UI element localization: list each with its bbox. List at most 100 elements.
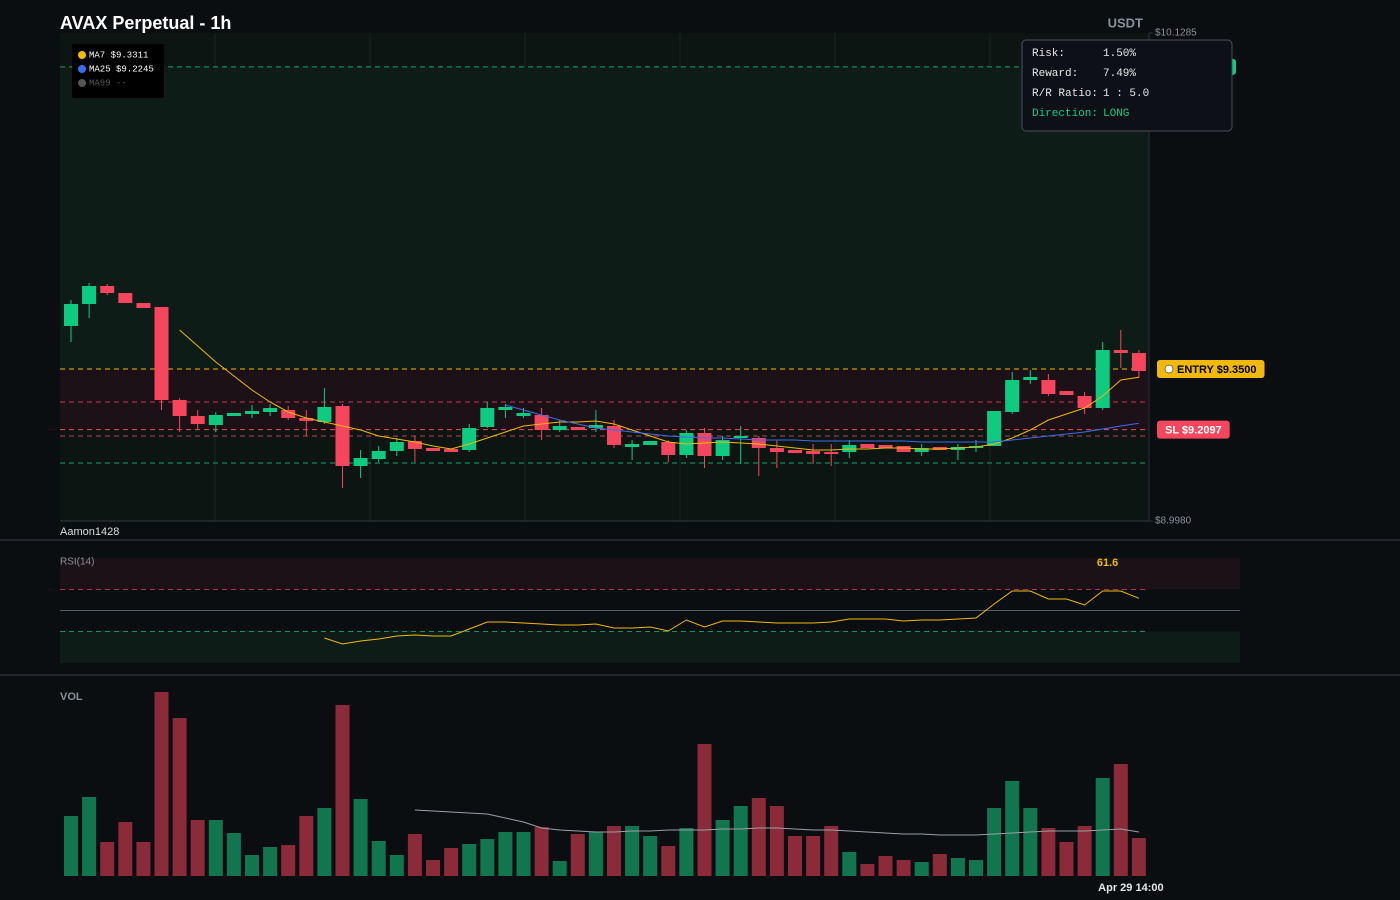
volume-bar <box>208 820 223 876</box>
candle-body <box>317 406 332 423</box>
volume-panel: VOL Apr 29 14:00 <box>60 691 1164 894</box>
volume-bar <box>1113 764 1128 876</box>
volume-bar <box>607 826 621 876</box>
volume-bar <box>1095 778 1110 876</box>
candle-body <box>824 452 839 455</box>
legend-label: MA99 -- <box>89 78 127 88</box>
volume-bar <box>842 852 857 876</box>
candle-body <box>353 458 368 467</box>
price-chart: $10.1285 $8.9980 ENTRY $9.3500 SL $9.2097 <box>60 28 1265 527</box>
volume-bar <box>64 816 78 876</box>
rsi-line <box>324 590 1140 645</box>
legend-label: MA7 $9.3311 <box>89 50 148 60</box>
volume-bar <box>118 822 133 876</box>
volume-bar <box>317 808 332 876</box>
oversold-zone <box>60 631 1240 663</box>
volume-bar <box>824 826 839 876</box>
volume-bar <box>987 808 1002 876</box>
price-tag <box>1157 360 1265 379</box>
rsi-title: RSI(14) <box>60 557 94 568</box>
volume-bar <box>389 855 404 876</box>
volume-bar <box>1059 842 1074 876</box>
overbought-zone <box>60 558 1240 590</box>
candle-body <box>860 443 875 449</box>
candle-body <box>389 442 404 451</box>
legend-dot <box>78 79 86 87</box>
candle-body <box>462 428 477 450</box>
candle-body <box>625 443 640 448</box>
candle-body <box>190 416 205 425</box>
volume-bar <box>426 860 440 876</box>
volume-bar <box>281 845 296 876</box>
volume-bar <box>679 828 694 876</box>
volume-bar <box>444 848 459 876</box>
volume-title: VOL <box>60 691 83 703</box>
candle-body <box>1113 350 1128 353</box>
y-tick-label: $10.1285 <box>1155 28 1197 39</box>
price-tag <box>1157 420 1230 439</box>
candle-body <box>643 441 658 445</box>
candle-body <box>371 450 386 460</box>
candle-body <box>136 303 151 309</box>
volume-bar <box>733 806 748 876</box>
volume-bar <box>788 836 802 876</box>
volume-bar <box>860 864 875 876</box>
quote-currency: USDT <box>1108 15 1143 30</box>
volume-bar <box>570 834 585 876</box>
volume-bar <box>878 856 893 876</box>
candle-body <box>607 425 621 445</box>
volume-ma-line <box>414 809 1139 836</box>
volume-bar <box>480 839 495 876</box>
volume-bar <box>353 799 368 876</box>
candle-body <box>263 407 278 413</box>
ma-legend: MA7 $9.3311 MA25 $9.2245 MA99 -- <box>78 50 154 88</box>
candle-body <box>516 412 531 417</box>
candle-body <box>987 411 1002 447</box>
candle-body <box>806 450 821 455</box>
candle-body <box>82 286 97 305</box>
watermark: Aamon1428 <box>60 526 119 538</box>
zones <box>60 66 1149 430</box>
candle-body <box>281 410 296 419</box>
volume-bar <box>498 832 513 876</box>
volume-bar <box>751 798 766 876</box>
info-label: Risk: <box>1032 48 1065 60</box>
info-label: Reward: <box>1032 68 1078 80</box>
volume-bar <box>661 846 676 876</box>
volume-bar <box>82 797 97 876</box>
y-tick-label: $8.9980 <box>1155 516 1192 527</box>
candle-body <box>299 418 314 421</box>
volume-bar <box>100 842 115 876</box>
info-value: 7.49% <box>1103 68 1136 80</box>
volume-bar <box>154 692 169 876</box>
candle-body <box>1005 380 1020 413</box>
candle-body <box>172 400 187 417</box>
volume-bar <box>715 820 730 876</box>
profit-zone <box>60 66 1149 370</box>
volume-bar <box>226 833 241 876</box>
rsi-panel: RSI(14) 61.6 <box>60 557 1240 663</box>
volume-bar <box>462 844 477 876</box>
candle-body <box>769 448 784 453</box>
volume-bar <box>588 832 603 876</box>
candle-body <box>226 412 241 417</box>
loss-zone <box>60 369 1149 430</box>
volume-bar <box>769 806 784 876</box>
volume-bar <box>516 832 531 876</box>
candle-body <box>1077 395 1092 408</box>
candle-body <box>733 436 748 439</box>
volume-bar <box>1041 828 1056 876</box>
candle-body <box>896 446 911 453</box>
candle-body <box>570 426 585 431</box>
legend-dot <box>78 65 86 73</box>
candle-body <box>64 304 78 327</box>
candle-body <box>118 292 133 304</box>
volume-bar <box>534 827 549 876</box>
tag-dot <box>1164 364 1174 374</box>
volume-bar <box>371 841 386 876</box>
volume-bar <box>1131 838 1146 876</box>
volume-bar <box>914 862 929 876</box>
candle-body <box>914 448 929 453</box>
